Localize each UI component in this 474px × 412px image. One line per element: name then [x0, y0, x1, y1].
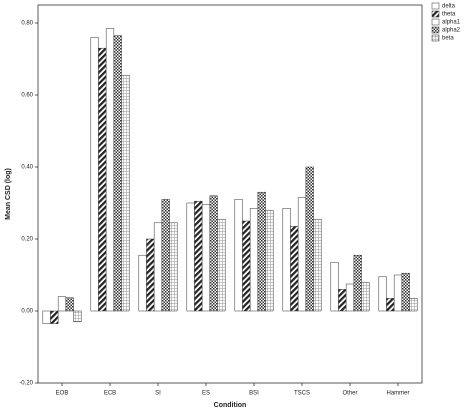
bar — [282, 208, 291, 312]
bar — [73, 310, 82, 323]
bar — [186, 202, 195, 312]
bar — [249, 208, 259, 312]
bar — [57, 296, 67, 312]
x-tick-label: Other — [342, 391, 357, 397]
bar — [305, 166, 314, 312]
bar — [338, 289, 347, 312]
x-tick-label: ECB — [104, 391, 116, 397]
legend-swatch — [431, 34, 440, 42]
bar — [353, 254, 362, 312]
y-tick-label: 0.40 — [21, 165, 33, 171]
bar — [146, 238, 155, 312]
y-tick-label: -0.20 — [19, 381, 33, 387]
bar — [153, 222, 163, 312]
bar — [265, 209, 274, 312]
legend-label: beta — [442, 36, 454, 42]
x-tick-label: SI — [155, 391, 161, 397]
bar — [242, 220, 251, 312]
bar — [393, 274, 403, 312]
y-tick-label: 0.80 — [21, 21, 33, 27]
bar — [257, 191, 266, 312]
bar — [209, 195, 218, 312]
bar — [201, 204, 211, 312]
legend-swatch — [431, 10, 440, 18]
bar — [401, 272, 410, 312]
y-tick-label: 0.20 — [21, 237, 33, 243]
legend-label: theta — [442, 12, 456, 18]
bar — [161, 199, 170, 312]
y-tick-label: 0.60 — [21, 93, 33, 99]
bar — [313, 218, 322, 312]
bar — [138, 254, 147, 312]
bar — [121, 74, 130, 312]
bar — [105, 28, 115, 312]
bar — [42, 310, 51, 324]
bar — [50, 310, 59, 324]
bar — [297, 197, 307, 312]
legend-swatch — [431, 2, 440, 10]
x-axis-label: Condition — [214, 402, 247, 409]
bar — [330, 262, 339, 312]
legend-label: delta — [442, 4, 456, 10]
bar — [234, 199, 243, 312]
bar — [113, 35, 122, 312]
bar — [194, 200, 203, 312]
bar — [290, 226, 299, 312]
x-tick-label: EOB — [56, 391, 69, 397]
bar — [98, 47, 107, 312]
x-tick-label: Hammer — [386, 391, 409, 397]
legend-swatch — [431, 18, 440, 26]
legend-label: alpha1 — [442, 20, 461, 26]
bar — [345, 283, 355, 312]
bar — [409, 298, 418, 312]
bar — [65, 297, 74, 312]
bar — [169, 222, 178, 312]
y-axis-label: Mean CSD (log) — [5, 168, 12, 220]
x-tick-label: TSCS — [294, 391, 310, 397]
bar — [217, 218, 226, 312]
bar — [90, 37, 99, 312]
bar — [386, 298, 395, 312]
legend-label: alpha2 — [442, 28, 461, 34]
y-tick-label: 0.00 — [21, 309, 33, 315]
bar — [378, 276, 387, 312]
x-tick-label: BSI — [249, 391, 259, 397]
legend-swatch — [431, 26, 440, 34]
bar — [361, 281, 370, 312]
x-tick-label: ES — [202, 391, 210, 397]
